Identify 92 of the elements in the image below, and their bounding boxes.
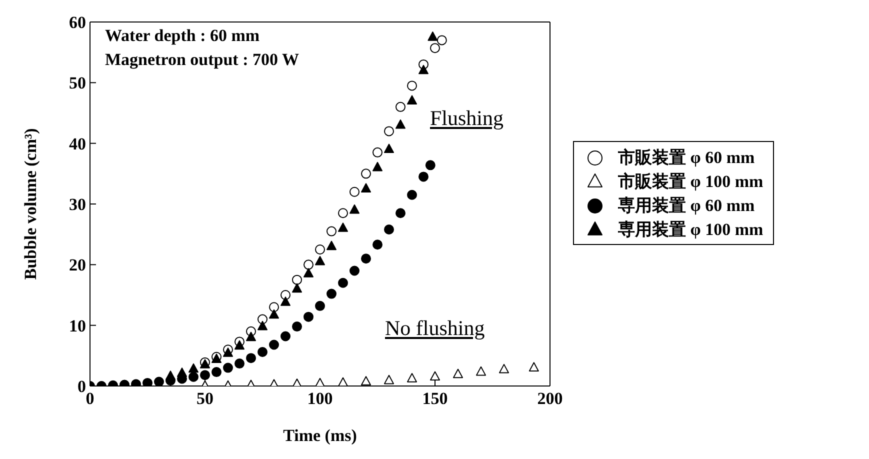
legend-label: 専用装置 φ 60 mm (618, 194, 755, 216)
point (280, 296, 290, 306)
x-tick-label: 50 (196, 389, 214, 408)
point (154, 376, 164, 386)
point (499, 364, 509, 374)
point (350, 204, 360, 214)
point (292, 274, 302, 285)
x-tick-label: 200 (537, 389, 563, 408)
point (315, 378, 325, 386)
point (384, 144, 394, 154)
annotation: No flushing (385, 316, 485, 341)
point (338, 278, 348, 288)
point (269, 340, 279, 350)
point (430, 371, 440, 381)
point (396, 119, 406, 129)
point (338, 222, 348, 232)
point (223, 362, 233, 373)
point (338, 377, 348, 386)
point (453, 368, 463, 378)
y-tick-label: 0 (78, 377, 86, 396)
point (304, 260, 314, 270)
point (315, 244, 325, 254)
y-tick-label: 20 (69, 256, 86, 275)
point (280, 331, 290, 342)
point (361, 376, 371, 386)
point (428, 31, 438, 41)
point (396, 208, 406, 218)
point (280, 290, 290, 300)
point (258, 320, 268, 330)
point (142, 378, 152, 386)
point (269, 309, 279, 319)
point (425, 160, 436, 170)
y-tick-label: 30 (69, 195, 86, 214)
point (338, 208, 348, 218)
point (212, 367, 222, 378)
legend-label: 市販装置 φ 60 mm (618, 146, 755, 168)
y-tick-label: 10 (69, 316, 86, 336)
point (350, 186, 360, 197)
point (384, 224, 394, 234)
legend-label: 専用装置 φ 100 mm (618, 218, 764, 240)
point (166, 370, 176, 380)
point (200, 370, 210, 380)
point (304, 268, 314, 278)
y-tick-label: 40 (69, 134, 86, 154)
point (315, 256, 325, 266)
point (269, 302, 279, 312)
point (407, 190, 417, 200)
point (234, 358, 244, 369)
point (407, 373, 417, 382)
point (292, 322, 302, 332)
point (326, 240, 336, 250)
x-axis-title: Time (ms) (283, 426, 357, 445)
point (384, 374, 394, 384)
point (361, 254, 371, 264)
point (234, 340, 244, 350)
y-axis-title: Bubble volume (cm³) (21, 128, 40, 280)
point (246, 353, 256, 364)
point (396, 102, 406, 112)
point (188, 363, 198, 373)
point (372, 147, 382, 158)
point (304, 312, 314, 322)
point (292, 283, 302, 293)
point (326, 288, 336, 299)
point (372, 162, 382, 172)
point (361, 168, 371, 179)
x-tick-label: 100 (307, 389, 333, 408)
point (258, 347, 268, 358)
point (372, 240, 382, 250)
point (418, 64, 428, 74)
y-tick-label: 50 (69, 74, 86, 93)
point (407, 95, 417, 105)
x-tick-label: 150 (422, 389, 448, 408)
annotation: Magnetron output : 700 W (105, 50, 299, 70)
point (350, 266, 360, 276)
point (223, 348, 233, 357)
point (361, 183, 371, 192)
point (436, 35, 447, 46)
annotation: Water depth : 60 mm (105, 26, 260, 46)
annotation: Flushing (430, 106, 504, 131)
point (315, 300, 325, 311)
point (326, 226, 336, 236)
legend-label: 市販装置 φ 100 mm (618, 170, 764, 192)
point (418, 172, 428, 182)
point (476, 366, 486, 376)
y-tick-label: 60 (69, 13, 86, 32)
point (188, 372, 198, 382)
point (246, 332, 256, 342)
point (177, 368, 187, 377)
point (528, 362, 539, 372)
point (430, 43, 440, 54)
point (384, 126, 394, 136)
point (407, 80, 417, 91)
